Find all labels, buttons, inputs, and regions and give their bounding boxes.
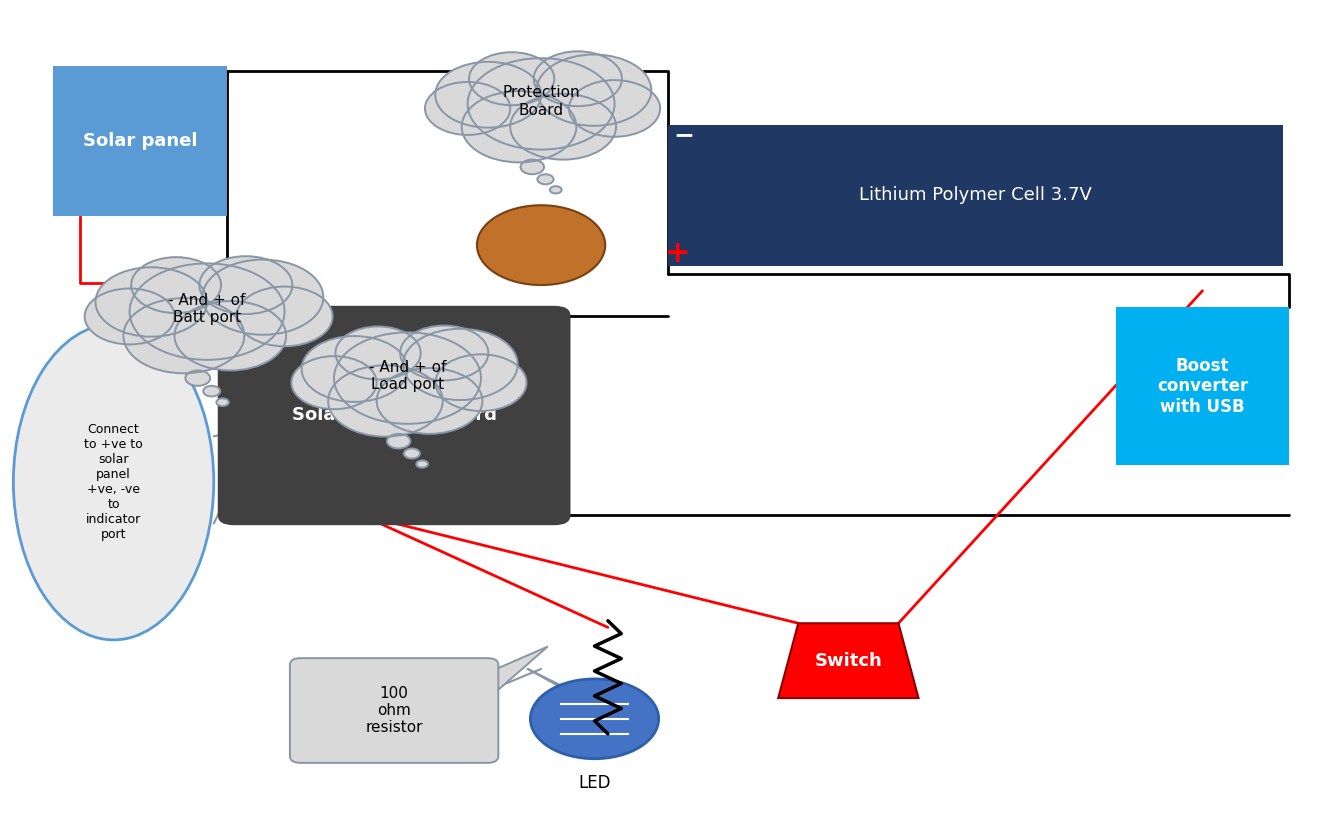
Circle shape	[425, 82, 510, 135]
Text: Lithium Polymer Cell 3.7V: Lithium Polymer Cell 3.7V	[859, 186, 1092, 204]
Circle shape	[537, 175, 553, 184]
Circle shape	[436, 61, 541, 128]
Circle shape	[130, 263, 285, 360]
Text: 100
ohm
resistor: 100 ohm resistor	[365, 686, 424, 735]
Circle shape	[401, 326, 489, 381]
Circle shape	[417, 460, 428, 468]
Circle shape	[236, 287, 333, 347]
Text: +: +	[664, 239, 691, 268]
Circle shape	[175, 301, 286, 371]
Text: Solar panel: Solar panel	[83, 132, 198, 150]
Circle shape	[334, 332, 481, 424]
Circle shape	[530, 679, 659, 759]
Circle shape	[291, 356, 377, 409]
Circle shape	[462, 91, 576, 162]
Ellipse shape	[13, 324, 214, 640]
Circle shape	[203, 259, 323, 335]
Circle shape	[403, 449, 420, 459]
Circle shape	[335, 327, 421, 380]
Circle shape	[569, 80, 660, 137]
Circle shape	[377, 368, 482, 434]
Text: Switch: Switch	[815, 652, 882, 670]
Text: Protection
Board: Protection Board	[502, 86, 580, 118]
Text: −: −	[673, 123, 695, 146]
FancyBboxPatch shape	[53, 66, 227, 216]
Text: - And + of
Batt port: - And + of Batt port	[168, 293, 246, 326]
FancyBboxPatch shape	[290, 658, 498, 763]
Text: Connect
to +ve to
solar
panel
+ve, -ve
to
indicator
port: Connect to +ve to solar panel +ve, -ve t…	[84, 423, 143, 541]
FancyBboxPatch shape	[218, 306, 570, 525]
Circle shape	[387, 434, 410, 449]
Text: LED: LED	[578, 774, 611, 792]
Circle shape	[436, 354, 526, 411]
Circle shape	[537, 55, 652, 125]
FancyBboxPatch shape	[1116, 307, 1289, 465]
Circle shape	[403, 329, 518, 400]
FancyBboxPatch shape	[668, 125, 1283, 266]
Polygon shape	[778, 623, 919, 698]
Circle shape	[95, 268, 207, 337]
Circle shape	[329, 366, 442, 436]
Circle shape	[550, 186, 561, 194]
Circle shape	[131, 257, 220, 313]
Text: Solar Charger Board: Solar Charger Board	[291, 406, 497, 425]
Circle shape	[510, 94, 616, 160]
Text: - And + of
Load port: - And + of Load port	[369, 360, 446, 392]
Circle shape	[521, 160, 544, 175]
Circle shape	[199, 256, 293, 314]
Circle shape	[302, 336, 407, 402]
Circle shape	[469, 52, 554, 106]
Circle shape	[203, 386, 220, 396]
Circle shape	[216, 398, 228, 406]
Circle shape	[468, 58, 615, 150]
Circle shape	[477, 205, 605, 285]
Circle shape	[186, 371, 210, 386]
Circle shape	[123, 298, 244, 373]
Circle shape	[534, 52, 623, 106]
Text: Boost
converter
with USB: Boost converter with USB	[1157, 356, 1248, 416]
Circle shape	[84, 288, 175, 344]
Polygon shape	[485, 647, 548, 701]
